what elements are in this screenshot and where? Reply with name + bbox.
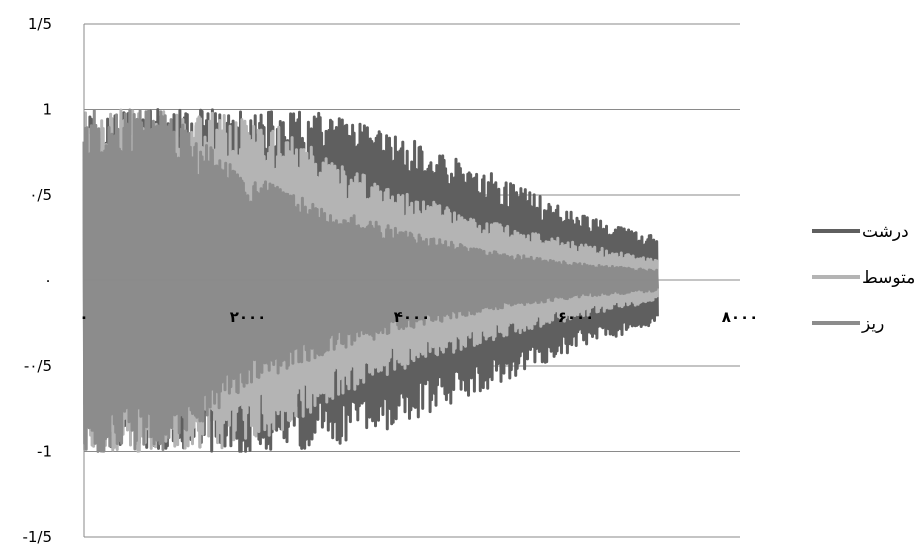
x-tick-label: ۴۰۰۰	[394, 308, 431, 326]
y-tick-label: -۰/5	[24, 357, 52, 375]
y-tick-label: ۰/5	[29, 186, 52, 204]
x-tick-label: ۰	[79, 308, 88, 326]
x-tick-label: ۸۰۰۰	[722, 308, 759, 326]
legend: درشت متوسط ریز	[812, 222, 915, 334]
y-tick-labels: 1/5 1 ۰/5 ۰ -۰/5 -1 -1/5	[22, 15, 52, 546]
legend-label: ریز	[861, 314, 884, 334]
legend-label: درشت	[862, 222, 909, 242]
y-tick-label: 1	[42, 101, 52, 119]
x-tick-labels: ۰ ۲۰۰۰ ۴۰۰۰ ۶۰۰۰ ۸۰۰۰	[79, 308, 758, 326]
axis-layer	[83, 24, 740, 537]
legend-label: متوسط	[862, 268, 915, 288]
x-tick-label: ۲۰۰۰	[230, 308, 267, 326]
x-tick-label: ۶۰۰۰	[558, 308, 595, 326]
y-tick-label: 1/5	[28, 15, 52, 33]
y-tick-label: -1	[37, 443, 52, 461]
series-layer	[82, 108, 659, 453]
y-tick-label: -1/5	[22, 528, 52, 546]
y-tick-label: ۰	[44, 272, 52, 290]
series-line	[82, 108, 659, 453]
